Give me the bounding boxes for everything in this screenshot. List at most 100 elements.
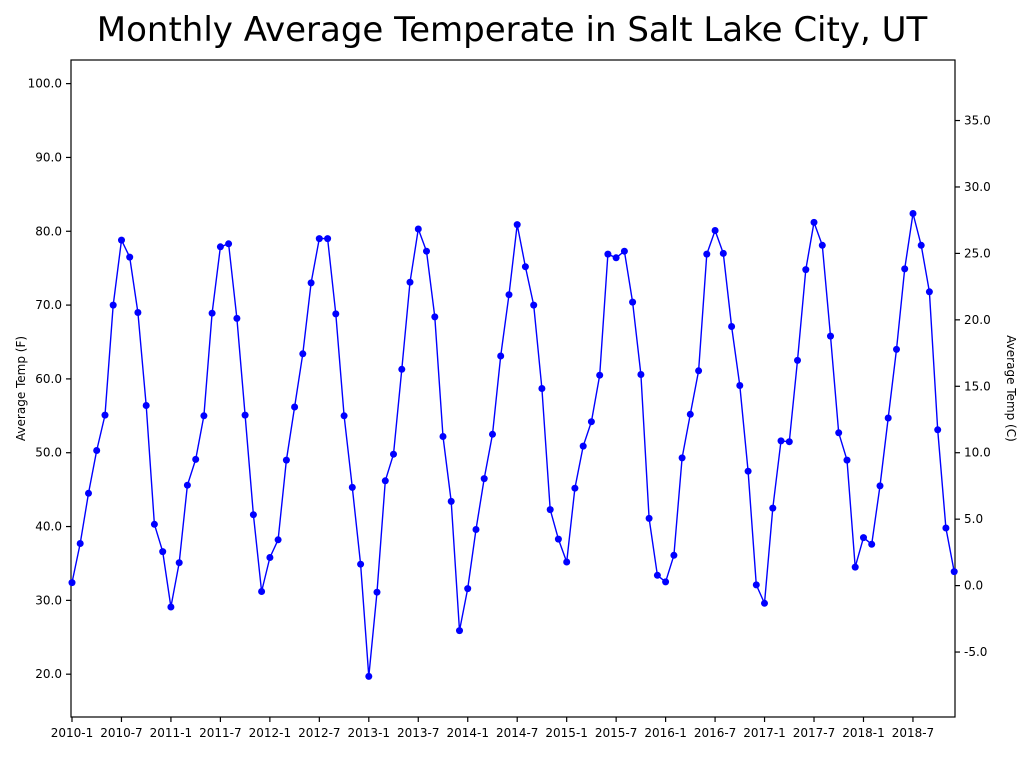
- data-point: [274, 536, 282, 544]
- data-point: [802, 266, 810, 274]
- data-point: [884, 414, 892, 422]
- data-point: [68, 579, 76, 587]
- data-point: [142, 402, 150, 409]
- y-axis-f-tick-label: 20.0: [35, 667, 62, 681]
- data-point: [538, 385, 546, 392]
- data-point: [893, 345, 900, 353]
- x-axis-tick-label: 2012-1: [249, 726, 292, 740]
- y-axis-c-title: Average Temp (C): [1004, 335, 1018, 442]
- data-point: [563, 558, 571, 566]
- data-point: [761, 599, 768, 607]
- data-point: [480, 475, 488, 483]
- data-point: [818, 241, 826, 249]
- data-point: [373, 588, 381, 596]
- data-point: [200, 412, 208, 420]
- data-point: [282, 456, 290, 464]
- data-point: [150, 520, 158, 528]
- temperature-line: [71, 212, 955, 678]
- data-point: [398, 365, 406, 373]
- data-point: [851, 563, 859, 571]
- data-point: [175, 559, 183, 567]
- y-axis-c-tick-label: 30.0: [964, 180, 991, 194]
- data-point: [950, 568, 958, 576]
- x-axis-tick-label: 2017-1: [743, 726, 786, 740]
- data-point: [167, 603, 175, 611]
- y-axis-c-tick-label: 0.0: [964, 579, 983, 593]
- x-axis-tick-label: 2011-1: [150, 726, 193, 740]
- data-point: [587, 418, 595, 426]
- x-axis-tick-label: 2017-7: [793, 726, 836, 740]
- data-point: [249, 511, 257, 519]
- x-axis-tick-label: 2011-7: [199, 726, 242, 740]
- data-point: [901, 265, 909, 273]
- x-axis-tick-label: 2010-1: [51, 726, 94, 740]
- data-point: [653, 571, 661, 579]
- x-axis-tick-label: 2018-7: [892, 726, 935, 740]
- data-point: [571, 484, 579, 492]
- data-point: [554, 535, 562, 543]
- data-point: [876, 482, 884, 490]
- data-point: [315, 235, 323, 243]
- y-axis-c-tick-label: 25.0: [964, 246, 991, 260]
- data-point: [159, 548, 167, 556]
- y-axis-f-tick-label: 70.0: [35, 298, 62, 312]
- data-point: [513, 221, 521, 229]
- data-point: [431, 313, 439, 321]
- data-point: [291, 403, 299, 411]
- y-axis-c-tick-label: 35.0: [964, 114, 991, 128]
- data-point: [76, 540, 84, 547]
- x-axis-tick-label: 2010-7: [100, 726, 143, 740]
- data-point: [925, 288, 933, 296]
- data-point: [216, 243, 224, 251]
- data-point: [917, 241, 925, 249]
- y-axis-f-title: Average Temp (F): [14, 336, 28, 441]
- data-point: [447, 497, 455, 505]
- y-axis-f-tick-label: 100.0: [28, 77, 62, 91]
- data-point: [719, 249, 727, 257]
- data-point: [810, 218, 818, 226]
- data-point: [126, 253, 134, 261]
- data-point: [769, 504, 777, 512]
- x-axis-tick-label: 2012-7: [298, 726, 341, 740]
- data-point: [860, 534, 867, 542]
- data-point: [612, 254, 620, 262]
- data-point: [225, 240, 233, 248]
- chart-title: Monthly Average Temperate in Salt Lake C…: [96, 10, 928, 50]
- x-axis-tick-label: 2013-7: [397, 726, 440, 740]
- data-point: [489, 430, 496, 438]
- data-point: [258, 588, 266, 595]
- data-point: [390, 450, 397, 458]
- y-axis-f-tick-label: 90.0: [35, 150, 62, 164]
- data-point: [192, 455, 200, 463]
- x-axis-tick-label: 2016-7: [694, 726, 737, 740]
- data-point: [637, 371, 645, 378]
- data-point: [794, 356, 801, 364]
- y-axis-c-tick-label: -5.0: [964, 645, 987, 659]
- data-point: [307, 279, 315, 287]
- data-point: [843, 456, 851, 464]
- data-point: [381, 477, 389, 485]
- data-point: [695, 367, 703, 375]
- y-axis-c-tick-label: 15.0: [964, 379, 991, 393]
- data-point: [101, 411, 109, 419]
- data-point: [596, 371, 604, 379]
- data-point: [472, 526, 480, 533]
- x-axis-tick-label: 2014-1: [446, 726, 489, 740]
- data-point: [530, 301, 538, 309]
- data-point: [406, 278, 414, 286]
- data-point: [332, 310, 340, 318]
- x-axis-tick-label: 2013-1: [348, 726, 391, 740]
- data-point: [777, 437, 785, 445]
- x-axis-tick-label: 2015-7: [595, 726, 638, 740]
- data-point: [835, 429, 843, 437]
- data-point: [736, 382, 744, 389]
- data-point: [456, 627, 463, 635]
- data-point: [934, 426, 942, 434]
- data-point: [365, 672, 373, 680]
- data-point: [134, 309, 142, 316]
- data-point: [711, 227, 719, 234]
- data-point: [266, 554, 274, 561]
- data-point: [241, 411, 249, 419]
